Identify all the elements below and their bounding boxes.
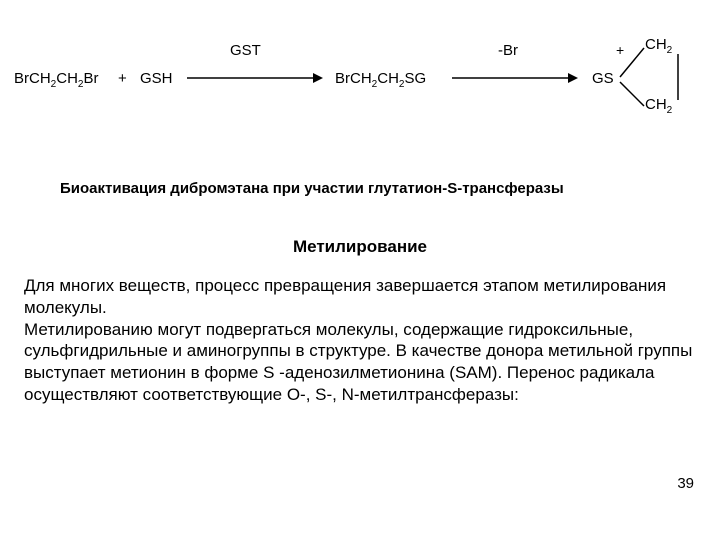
page-number: 39: [677, 475, 694, 492]
enzyme-label: GST: [230, 42, 261, 59]
sulfonium-bonds: [612, 42, 702, 112]
reaction-arrow-1: [185, 68, 325, 88]
product-gs: GS: [592, 70, 614, 87]
loss-br: -Br: [498, 42, 518, 59]
body-paragraph: Для многих веществ, процесс превращения …: [0, 275, 720, 406]
section-title: Метилирование: [0, 237, 720, 257]
reaction-scheme: BrCH2CH2Br + GSH GST BrCH2CH2SG -Br + CH…: [0, 0, 720, 170]
reaction-arrow-2: [450, 68, 580, 88]
figure-caption: Биоактивация дибромэтана при участии глу…: [60, 180, 720, 197]
intermediate: BrCH2CH2SG: [335, 70, 426, 90]
plus-sign-1: +: [118, 70, 127, 87]
reactant-dibromoethane: BrCH2CH2Br: [14, 70, 98, 90]
reactant-gsh: GSH: [140, 70, 173, 87]
